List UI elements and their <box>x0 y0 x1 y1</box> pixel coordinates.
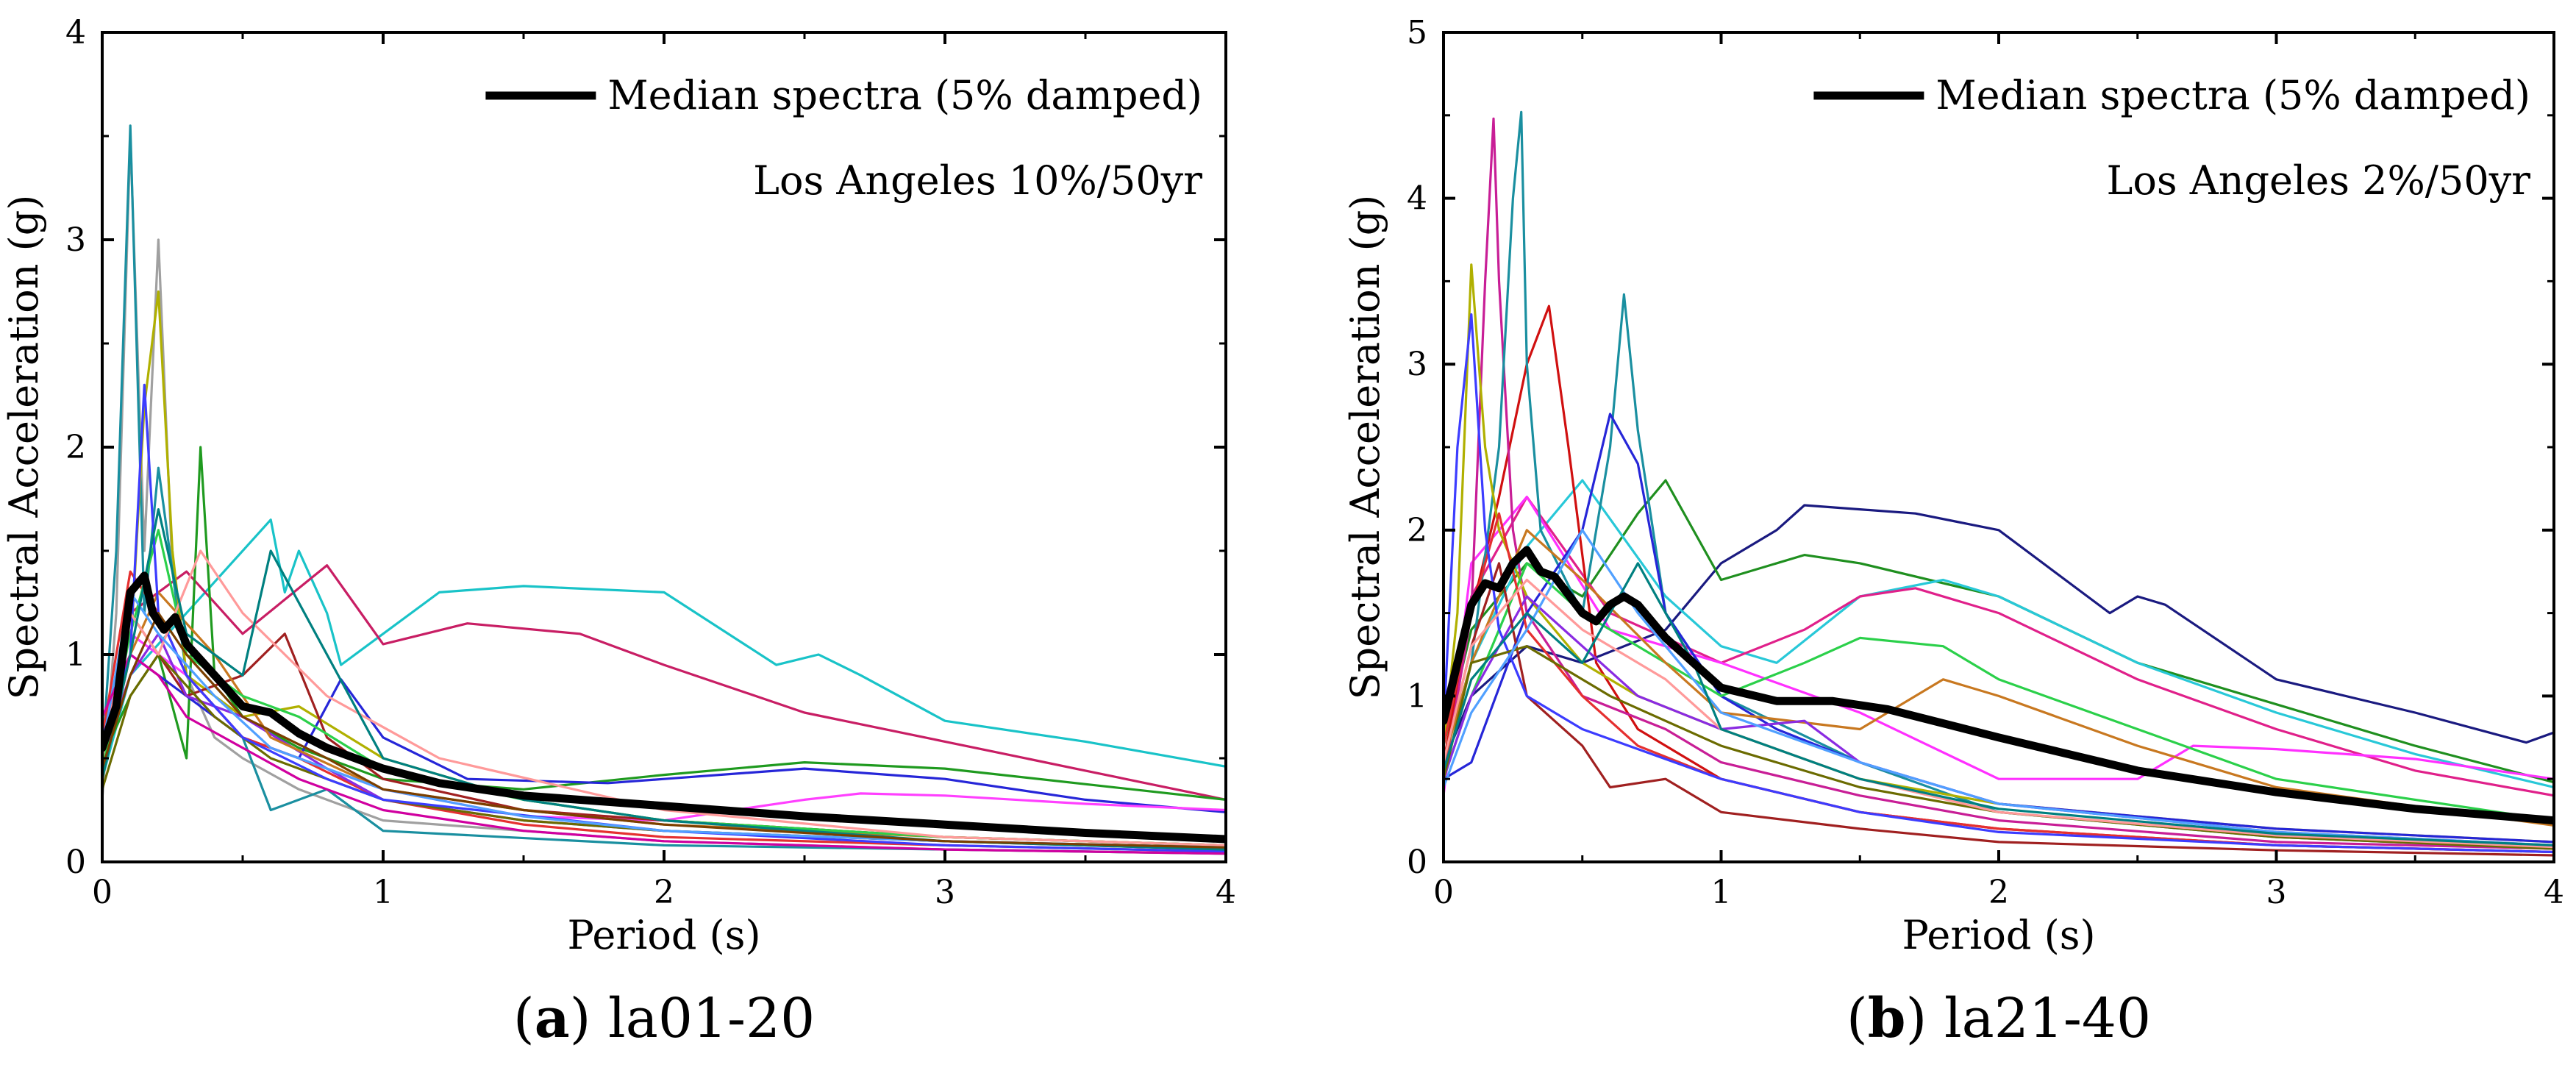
x-tick-label: 4 <box>1216 874 1236 911</box>
x-tick-label: 1 <box>373 874 393 911</box>
chart-panel-1: 0 1 2 3 4 0 1 2 3 4 Period (s) Spectral Acceleratio… <box>1 14 1236 1050</box>
series-line-4 <box>102 124 1226 855</box>
series-line-7 <box>102 653 1226 813</box>
series-line-8 <box>1444 110 2554 850</box>
median-line <box>1444 546 2554 825</box>
series-line-13 <box>102 529 1226 847</box>
x-tick-label: 1 <box>1711 874 1732 911</box>
series-line-20 <box>102 611 1226 849</box>
series-line-6 <box>1444 304 2554 854</box>
annotation-text: Los Angeles 2%/50yr <box>2106 157 2530 204</box>
y-tick-label: 1 <box>1407 677 1427 715</box>
legend-label: Median spectra (5% damped) <box>607 72 1202 118</box>
series-line-14 <box>1444 562 2554 857</box>
series-line-15 <box>1444 512 2554 854</box>
caption-letter: a <box>535 987 570 1050</box>
series-group <box>1444 110 2554 857</box>
y-tick-label: 2 <box>65 429 86 466</box>
series-line-3 <box>1444 479 2554 789</box>
series-line-18 <box>102 653 1226 855</box>
series-line-16 <box>1444 313 2554 854</box>
series-line-18 <box>1444 529 2554 847</box>
y-tick-label: 0 <box>65 844 86 881</box>
panel-caption: (b) la21-40 <box>1847 987 2151 1050</box>
series-line-12 <box>1444 529 2554 827</box>
x-tick-label: 4 <box>2544 874 2564 911</box>
x-tick-label: 2 <box>1988 874 2009 911</box>
series-line-2 <box>102 564 1226 802</box>
series-line-17 <box>102 591 1226 849</box>
series-line-7 <box>1444 117 2554 850</box>
series-line-8 <box>102 632 1226 822</box>
y-tick-label: 1 <box>65 636 86 674</box>
y-tick-label: 0 <box>1407 844 1427 881</box>
caption-name: la21-40 <box>1944 987 2151 1050</box>
series-line-6 <box>102 446 1226 802</box>
series-line-1 <box>102 518 1226 780</box>
y-tick-label: 3 <box>65 221 86 259</box>
caption-paren-close: ) <box>1906 987 1944 1050</box>
legend-label: Median spectra (5% damped) <box>1935 72 2530 118</box>
x-axis-title: Period (s) <box>567 912 760 958</box>
caption-paren-open: ( <box>513 987 535 1050</box>
y-tick-label: 5 <box>1407 14 1427 51</box>
series-line-15 <box>102 383 1226 853</box>
series-line-19 <box>102 507 1226 851</box>
series-line-11 <box>1444 562 2554 822</box>
y-tick-label: 3 <box>1407 346 1427 383</box>
y-tick-label: 4 <box>1407 180 1427 218</box>
series-line-17 <box>1444 645 2554 850</box>
caption-paren-close: ) <box>570 987 608 1050</box>
series-line-19 <box>1444 578 2554 849</box>
panel-caption: (a) la01-20 <box>513 987 815 1050</box>
caption-paren-open: ( <box>1847 987 1868 1050</box>
series-group <box>102 124 1226 855</box>
caption-name: la01-20 <box>608 987 815 1050</box>
x-tick-label: 0 <box>92 874 113 911</box>
x-tick-label: 0 <box>1433 874 1454 911</box>
x-tick-label: 3 <box>935 874 955 911</box>
chart-panel-2: 0 1 2 3 4 0 1 2 3 4 5 Period (s) Spectral Accelerati… <box>1342 14 2564 1050</box>
median-line <box>102 571 1226 844</box>
caption-letter: b <box>1868 987 1906 1050</box>
x-tick-label: 2 <box>654 874 674 911</box>
series-line-16 <box>102 549 1226 847</box>
x-axis-title: Period (s) <box>1902 912 2095 958</box>
y-tick-label: 4 <box>65 14 86 51</box>
y-tick-label: 2 <box>1407 512 1427 549</box>
series-line-1 <box>1444 504 2554 764</box>
x-tick-label: 3 <box>2266 874 2287 911</box>
y-axis-title: Spectral Acceleration (g) <box>1342 195 1388 700</box>
annotation-text: Los Angeles 10%/50yr <box>753 157 1202 204</box>
series-line-3 <box>102 135 1226 855</box>
y-axis-title: Spectral Acceleration (g) <box>1 195 47 700</box>
series-line-5 <box>1444 496 2554 797</box>
